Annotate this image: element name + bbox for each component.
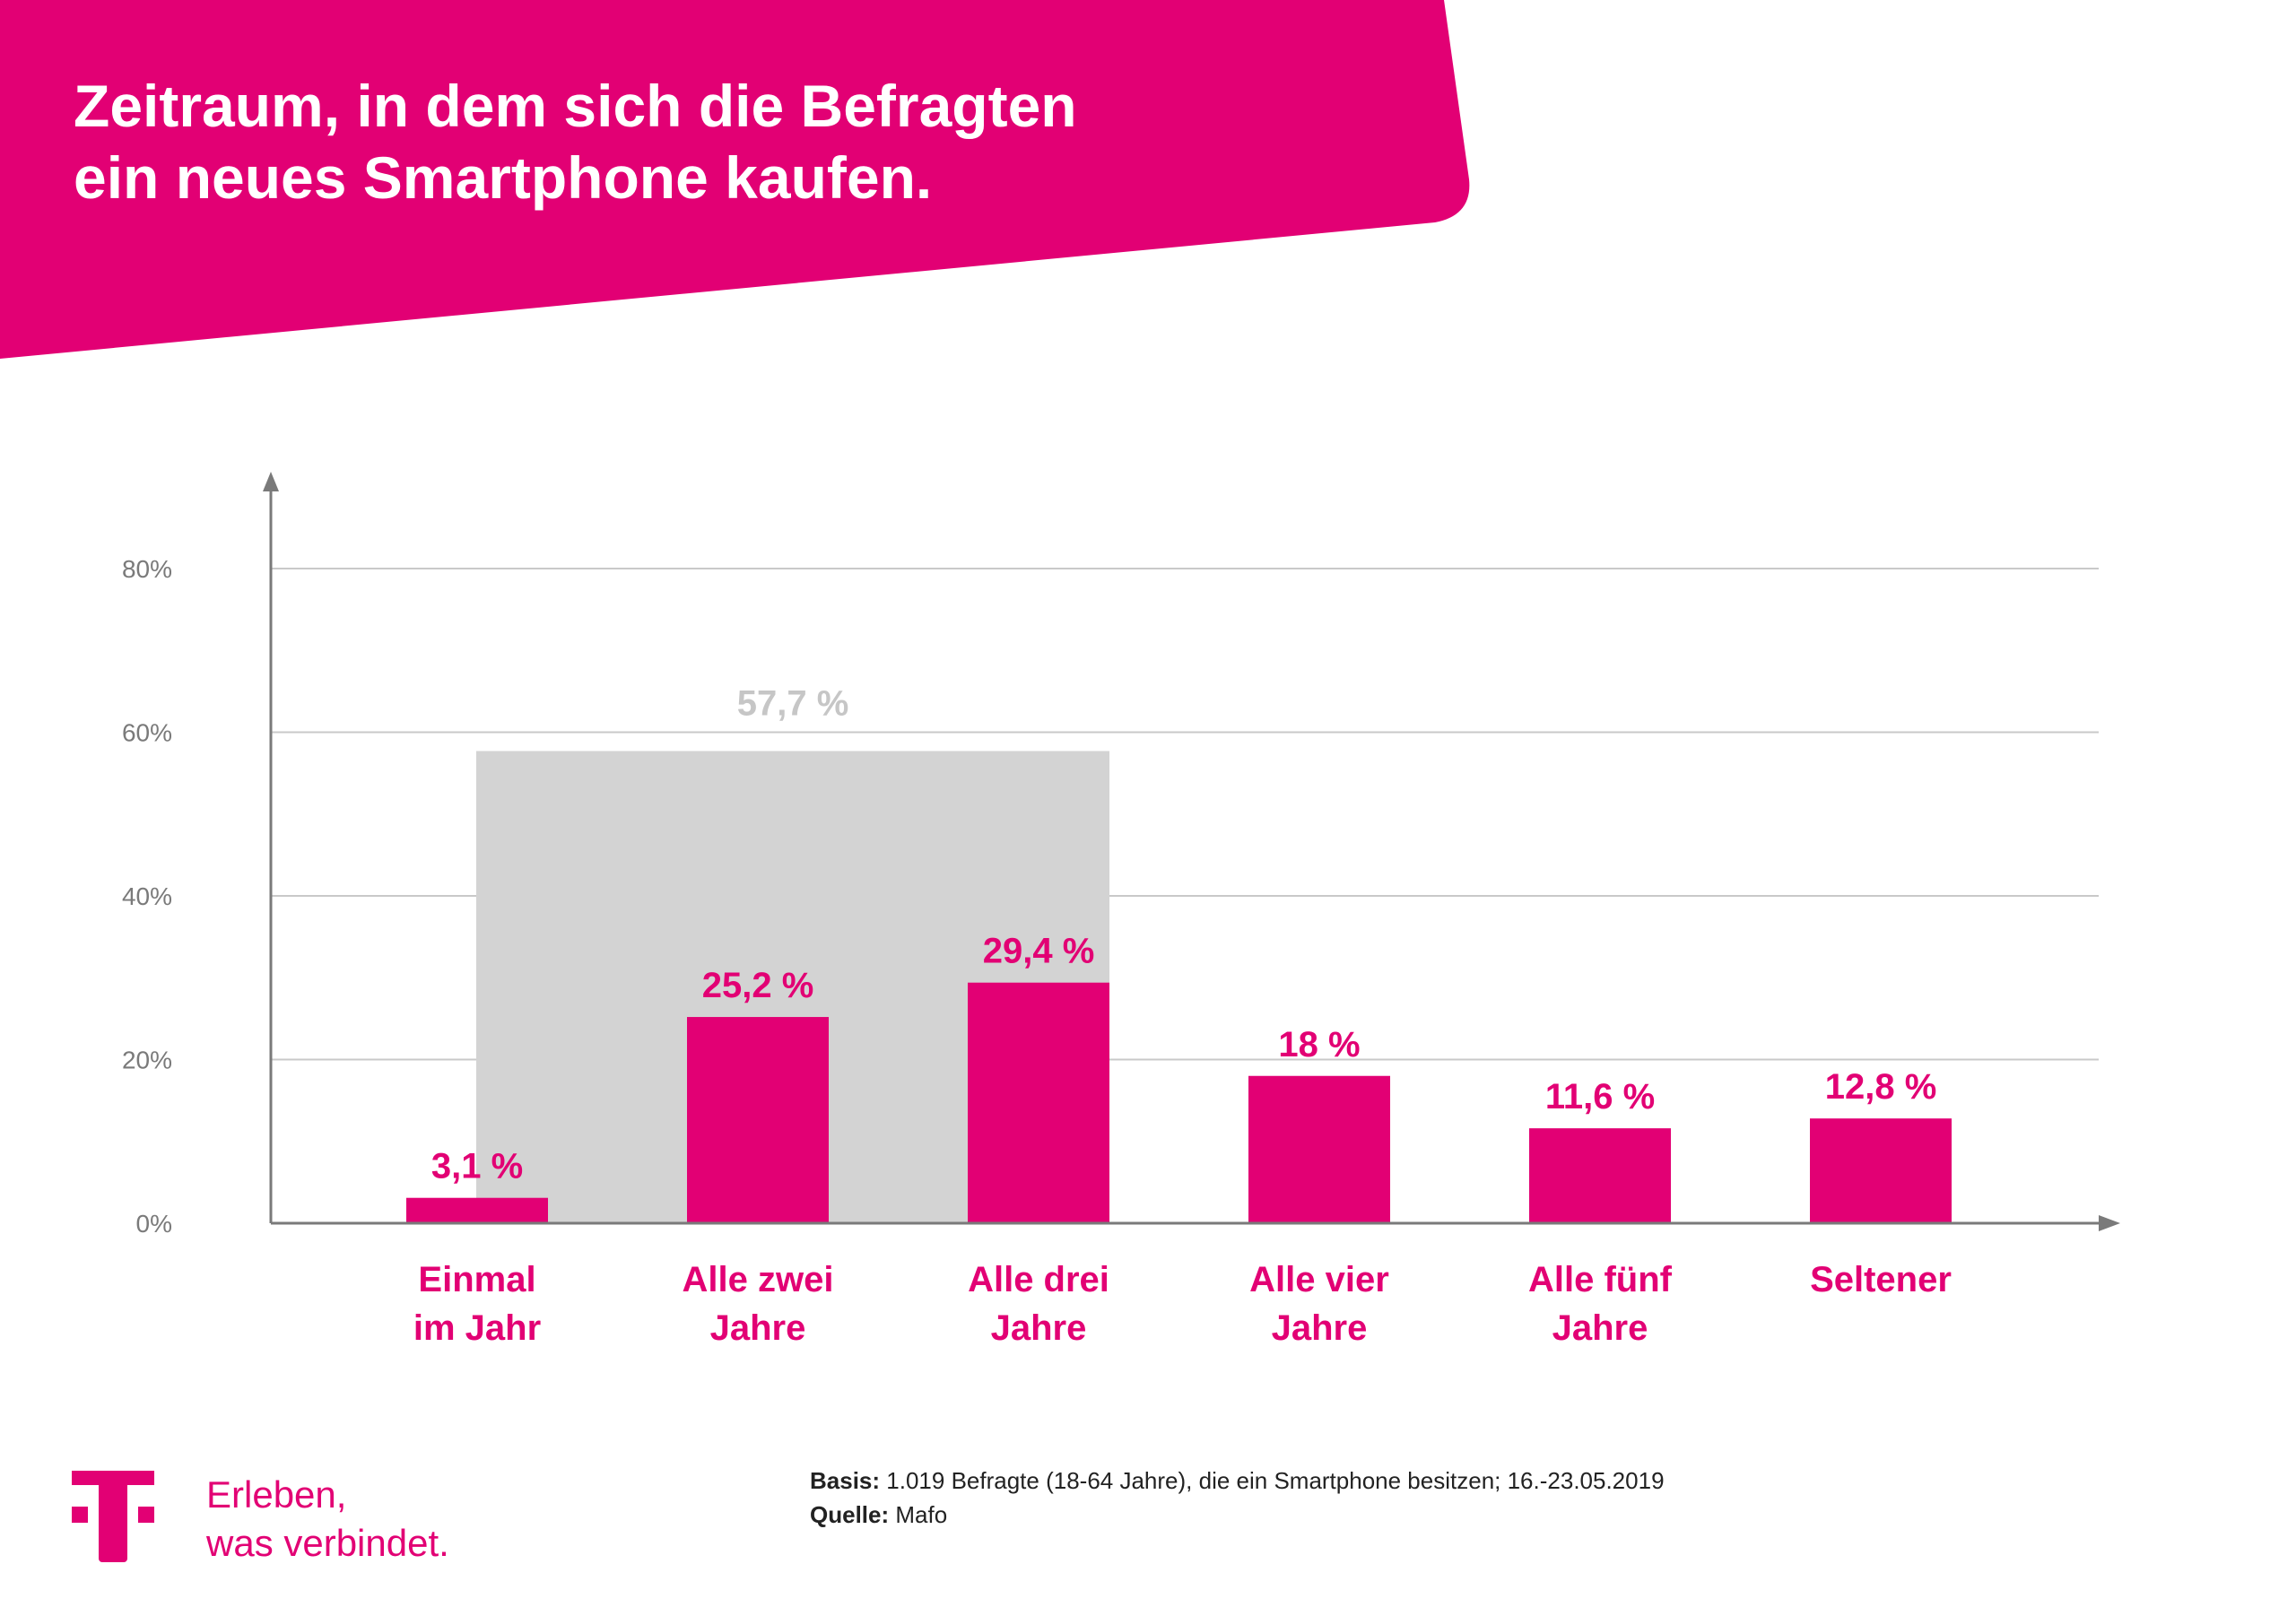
category-label: Alle drei: [968, 1260, 1109, 1299]
category-label: Seltener: [1810, 1260, 1952, 1299]
source-text: Mafo: [895, 1501, 948, 1528]
bars: [406, 982, 1952, 1223]
bar: [687, 1017, 829, 1223]
y-tick-label: 40%: [122, 882, 172, 910]
category-label: Alle vier: [1249, 1260, 1389, 1299]
value-label: 18 %: [1278, 1025, 1360, 1064]
category-label: Alle zwei: [683, 1260, 834, 1299]
value-label: 11,6 %: [1545, 1077, 1655, 1116]
bar: [406, 1197, 548, 1223]
axes: [263, 472, 2120, 1231]
y-tick-labels: 0% 20% 40% 60% 80%: [122, 555, 172, 1238]
category-labels: Einmal im Jahr Alle zwei Jahre Alle drei Jahr…: [413, 1260, 1952, 1348]
slogan-line-2: was verbindet.: [206, 1522, 449, 1564]
category-label: Jahre: [991, 1308, 1087, 1348]
basis-label: Basis:: [810, 1467, 881, 1494]
banner-shape: [0, 0, 1470, 359]
title-line-1: Zeitraum, in dem sich die Befragten: [74, 73, 1077, 139]
highlight-label: 57,7 %: [737, 683, 849, 723]
y-tick-label: 80%: [122, 555, 172, 583]
source-label: Quelle:: [810, 1501, 890, 1528]
telekom-t-icon: [72, 1471, 154, 1562]
category-label: Jahre: [1272, 1308, 1368, 1348]
y-tick-label: 60%: [122, 719, 172, 747]
category-label: Alle fünf: [1528, 1260, 1673, 1299]
bar: [1529, 1128, 1671, 1223]
slogan-line-1: Erleben,: [206, 1473, 347, 1516]
value-label: 3,1 %: [431, 1147, 523, 1186]
slogan: Erleben, was verbindet.: [206, 1471, 449, 1568]
title-line-2: ein neues Smartphone kaufen.: [74, 144, 933, 211]
bar: [1810, 1118, 1952, 1223]
value-label: 29,4 %: [983, 932, 1095, 971]
y-tick-label: 0%: [136, 1210, 172, 1238]
bar: [1248, 1075, 1390, 1223]
value-labels: 3,1 % 25,2 % 29,4 % 18 % 11,6 % 12,8 %: [431, 932, 1936, 1186]
header-banner: [0, 0, 1470, 359]
y-axis-arrow: [263, 472, 279, 491]
basis-note: Basis: 1.019 Befragte (18-64 Jahre), die…: [810, 1464, 1665, 1498]
bar-chart: 57,7 % 0% 20% 40% 60% 80% 3,1 % 25,2 % 29,4 % 1…: [122, 472, 2120, 1348]
y-tick-label: 20%: [122, 1047, 172, 1074]
bar: [968, 982, 1109, 1223]
x-axis-arrow: [2099, 1215, 2120, 1231]
category-label: Einmal: [418, 1260, 535, 1299]
category-label: Jahre: [710, 1308, 806, 1348]
category-label: Jahre: [1552, 1308, 1648, 1348]
category-label: im Jahr: [413, 1308, 541, 1348]
value-label: 12,8 %: [1825, 1067, 1937, 1107]
value-label: 25,2 %: [702, 966, 814, 1005]
source-note: Quelle: Mafo: [810, 1498, 1665, 1532]
footnote: Basis: 1.019 Befragte (18-64 Jahre), die…: [810, 1464, 1665, 1532]
page-title: Zeitraum, in dem sich die Befragten ein …: [74, 70, 1077, 213]
basis-text: 1.019 Befragte (18-64 Jahre), die ein Sm…: [886, 1467, 1665, 1494]
